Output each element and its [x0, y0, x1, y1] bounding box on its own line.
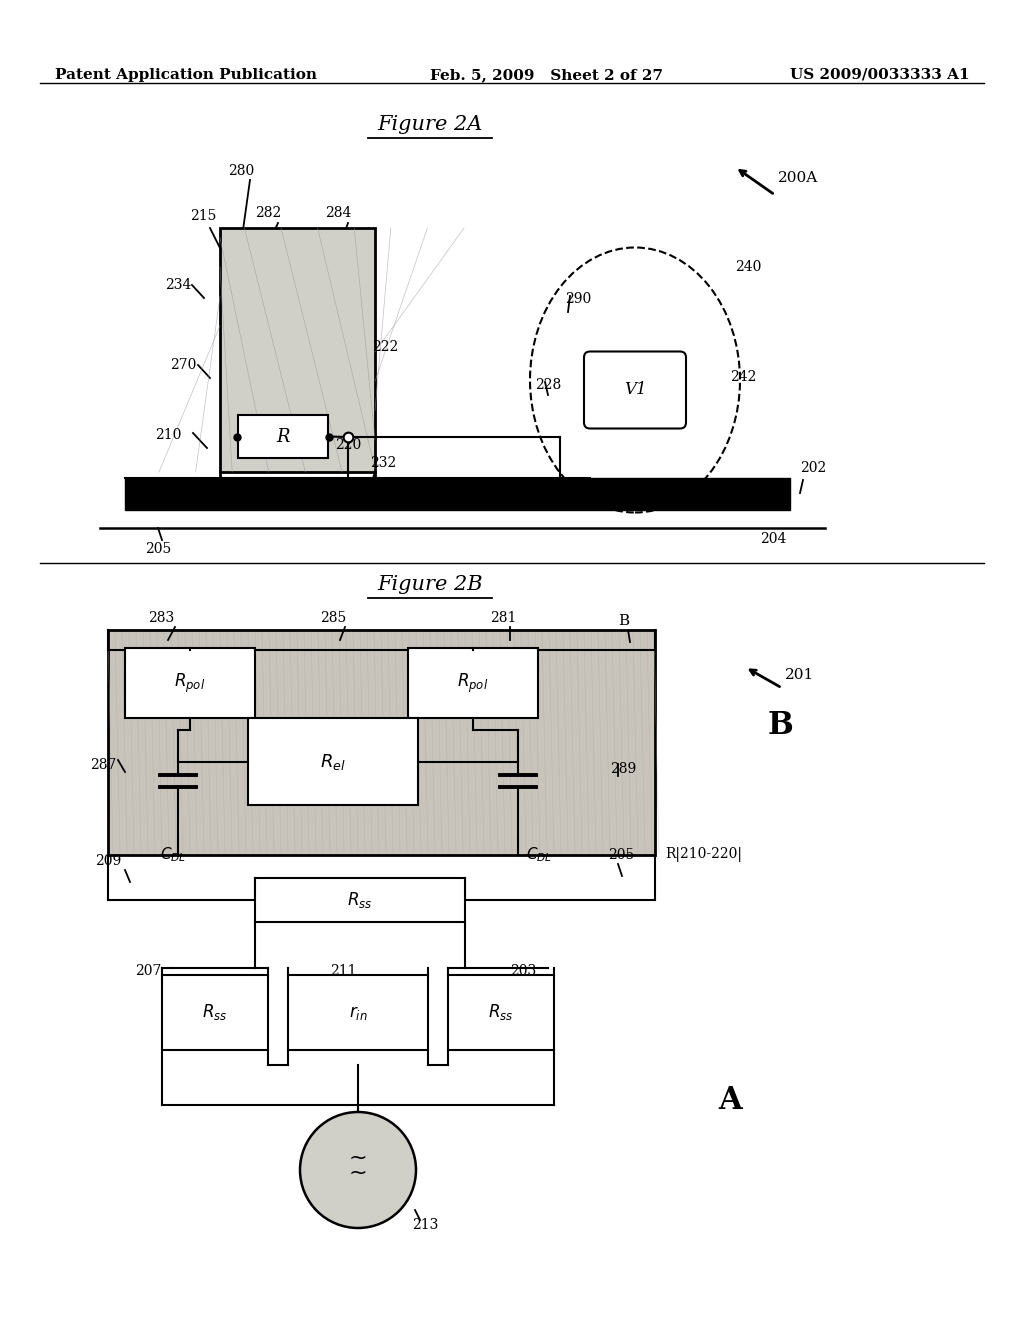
- Text: ~
~: ~ ~: [349, 1147, 368, 1183]
- Text: 240: 240: [735, 260, 762, 275]
- Text: 232: 232: [370, 455, 396, 470]
- Bar: [125, 478, 790, 510]
- Text: 220: 220: [335, 438, 361, 451]
- Text: 242: 242: [730, 370, 757, 384]
- Text: 282: 282: [255, 206, 282, 220]
- Text: 270: 270: [170, 358, 197, 372]
- Text: 283: 283: [148, 611, 174, 624]
- Bar: [449, 975, 554, 1049]
- Text: 209: 209: [95, 854, 121, 869]
- Text: 287: 287: [90, 758, 117, 772]
- Text: V1: V1: [624, 381, 646, 399]
- Text: 284: 284: [325, 206, 351, 220]
- Circle shape: [300, 1111, 416, 1228]
- Text: 215: 215: [190, 209, 216, 223]
- Text: 281: 281: [490, 611, 516, 624]
- Text: $R_{el}$: $R_{el}$: [321, 751, 346, 771]
- Bar: [220, 228, 375, 473]
- Text: Figure 2B: Figure 2B: [377, 576, 482, 594]
- Text: Patent Application Publication: Patent Application Publication: [55, 69, 317, 82]
- Bar: [408, 648, 538, 718]
- Text: R|210-220|: R|210-220|: [665, 847, 742, 862]
- Text: $R_{pol}$: $R_{pol}$: [174, 672, 206, 694]
- Bar: [125, 648, 255, 718]
- Text: 280: 280: [228, 164, 254, 178]
- Bar: [238, 414, 328, 458]
- Text: Feb. 5, 2009   Sheet 2 of 27: Feb. 5, 2009 Sheet 2 of 27: [430, 69, 663, 82]
- Text: 204: 204: [760, 532, 786, 546]
- Text: 211: 211: [330, 964, 356, 978]
- Text: 207: 207: [135, 964, 162, 978]
- Text: 202: 202: [800, 461, 826, 475]
- Bar: [288, 975, 428, 1049]
- Text: Figure 2A: Figure 2A: [377, 115, 482, 135]
- Text: 201: 201: [785, 668, 814, 682]
- Bar: [248, 718, 418, 805]
- Text: 213: 213: [412, 1218, 438, 1232]
- Text: R: R: [276, 428, 290, 446]
- Text: 222: 222: [372, 341, 398, 354]
- Text: 210: 210: [155, 428, 181, 442]
- Text: $R_{pol}$: $R_{pol}$: [458, 672, 488, 694]
- Bar: [255, 878, 465, 921]
- Text: A: A: [718, 1085, 741, 1115]
- Text: $R_{ss}$: $R_{ss}$: [347, 890, 373, 909]
- Text: 203: 203: [510, 964, 537, 978]
- Text: 205: 205: [608, 847, 634, 862]
- Text: $R_{ss}$: $R_{ss}$: [203, 1002, 227, 1023]
- Text: 289: 289: [610, 762, 636, 776]
- Text: B: B: [618, 614, 629, 628]
- Text: 205: 205: [145, 543, 171, 556]
- Text: US 2009/0033333 A1: US 2009/0033333 A1: [791, 69, 970, 82]
- Bar: [108, 630, 655, 855]
- FancyBboxPatch shape: [584, 351, 686, 429]
- Text: $C_{DL}$: $C_{DL}$: [526, 845, 552, 863]
- Text: 228: 228: [535, 378, 561, 392]
- Text: $C_{DL}$: $C_{DL}$: [160, 845, 186, 863]
- Text: 290: 290: [565, 292, 591, 306]
- Text: 285: 285: [319, 611, 346, 624]
- Text: 234: 234: [165, 279, 191, 292]
- Text: $r_{in}$: $r_{in}$: [349, 1003, 368, 1022]
- Bar: [162, 975, 268, 1049]
- Text: 200A: 200A: [778, 172, 818, 185]
- Text: $R_{ss}$: $R_{ss}$: [488, 1002, 514, 1023]
- Text: B: B: [768, 710, 794, 741]
